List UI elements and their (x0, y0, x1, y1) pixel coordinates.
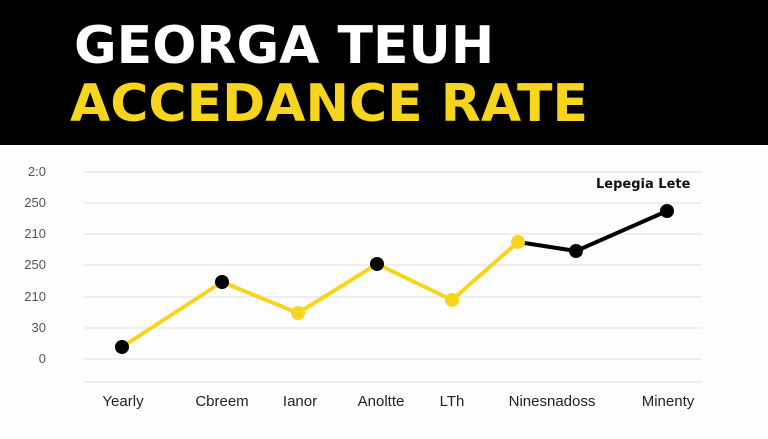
y-tick-label: 250 (24, 195, 46, 210)
y-tick-label: 210 (24, 289, 46, 304)
data-point-marker (445, 293, 459, 307)
x-tick-label: Ianor (282, 393, 318, 410)
title-banner: GEORGA TEUH ACCEDANCE RATE (0, 0, 768, 145)
x-tick-label: Yearly (102, 393, 144, 410)
data-point-marker (660, 204, 674, 218)
x-tick-label: Minenty (641, 393, 695, 410)
data-point-marker (291, 306, 305, 320)
x-tick-label: LTh (439, 393, 465, 410)
legend-label: Lepegia Lete (596, 177, 691, 192)
y-tick-label: 0 (38, 351, 46, 366)
y-tick-label: 2:0 (27, 164, 46, 179)
chart-title-line2: ACCEDANCE RATE (70, 74, 589, 134)
y-tick-label: 210 (24, 226, 46, 241)
chart-title-line1: GEORGA TEUH (74, 16, 495, 76)
plot-area (0, 145, 768, 439)
x-tick-label: Anoltte (357, 393, 405, 410)
black-series-line (516, 209, 669, 253)
yellow-series-line (120, 240, 520, 349)
y-tick-label: 250 (24, 257, 46, 272)
x-tick-label: Cbreem (195, 393, 249, 410)
data-point-marker (569, 244, 583, 258)
data-point-marker (215, 275, 229, 289)
x-tick-label: Ninesnadoss (508, 393, 596, 410)
data-markers (115, 204, 674, 354)
gridlines (84, 171, 702, 383)
data-point-marker (115, 340, 129, 354)
y-tick-label: 30 (31, 320, 46, 335)
data-point-marker (511, 235, 525, 249)
data-point-marker (370, 257, 384, 271)
